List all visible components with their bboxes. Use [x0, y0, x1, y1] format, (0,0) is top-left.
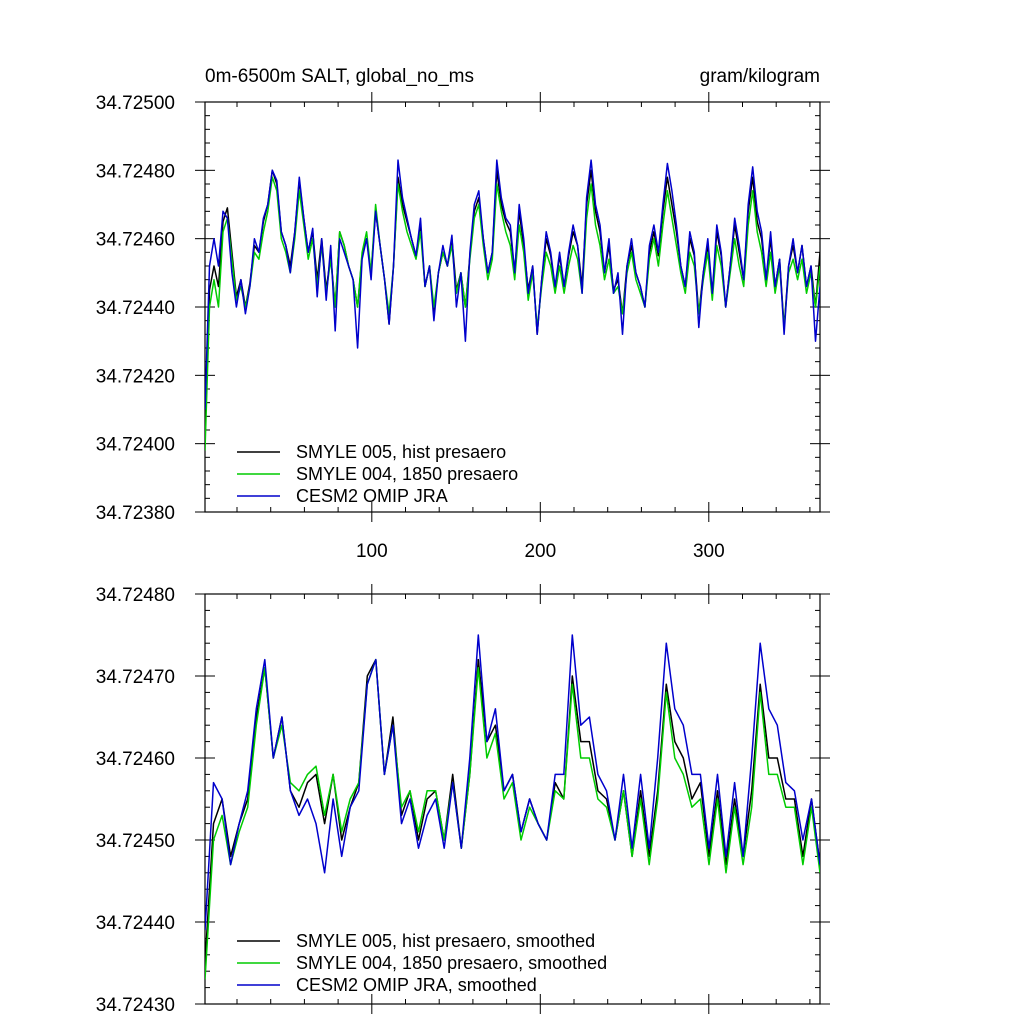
legend-label-3: CESM2 OMIP JRA	[296, 486, 448, 506]
series-line-3	[205, 634, 820, 931]
series-line-3	[205, 159, 820, 410]
y-tick-label: 34.72420	[96, 366, 175, 387]
legend-label-1: SMYLE 005, hist presaero	[296, 442, 506, 462]
x-tick-label: 200	[524, 541, 556, 562]
panel-bottom: 34.72430 34.72440 34.72450 34.72460 34.72470…	[96, 584, 830, 1016]
top-title-right: gram/kilogram	[700, 66, 820, 87]
legend-label-3: CESM2 OMIP JRA, smoothed	[296, 975, 537, 995]
y-tick-label: 34.72480	[96, 585, 175, 606]
y-tick-label: 34.72450	[96, 831, 175, 852]
series-group	[205, 159, 820, 451]
panel-top: 0m-6500m SALT, global_no_ms gram/kilogra…	[96, 66, 830, 562]
y-tick-label: 34.72470	[96, 667, 175, 688]
y-tick-label: 34.72400	[96, 435, 175, 456]
top-title-left: 0m-6500m SALT, global_no_ms	[205, 66, 474, 87]
x-tick-label: 100	[356, 541, 388, 562]
y-tick-label: 34.72380	[96, 503, 175, 524]
series-line-2	[205, 176, 820, 451]
series-line-2	[205, 658, 820, 980]
y-tick-label: 34.72430	[96, 995, 175, 1016]
y-tick-label: 34.72440	[96, 298, 175, 319]
legend-label-2: SMYLE 004, 1850 presaero, smoothed	[296, 953, 607, 973]
plot-frame	[204, 593, 821, 1005]
y-tick-label: 34.72440	[96, 913, 175, 934]
legend-label-2: SMYLE 004, 1850 presaero	[296, 464, 518, 484]
y-tick-label: 34.72460	[96, 230, 175, 251]
series-group	[205, 634, 820, 980]
y-tick-label: 34.72460	[96, 749, 175, 770]
x-tick-label: 300	[693, 541, 725, 562]
y-tick-label: 34.72480	[96, 161, 175, 182]
y-tick-label: 34.72500	[96, 93, 175, 114]
legend-label-1: SMYLE 005, hist presaero, smoothed	[296, 931, 595, 951]
